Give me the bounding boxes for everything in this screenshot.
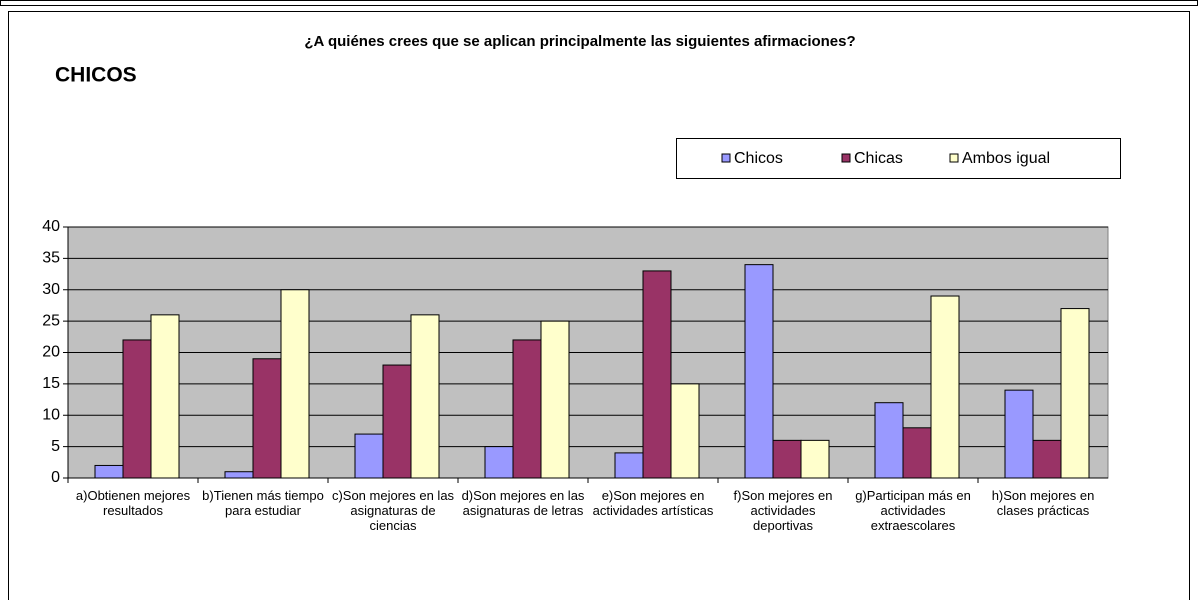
- x-tick-label: a)Obtienen mejores resultados: [75, 488, 191, 518]
- bar: [902, 427, 932, 479]
- x-tick-label: g)Participan más en actividades extraesc…: [855, 488, 971, 533]
- bar: [614, 452, 644, 479]
- legend-label: Ambos igual: [962, 150, 1050, 167]
- y-tick-label: 25: [42, 312, 60, 329]
- x-tick-label: d)Son mejores en las asignaturas de letr…: [461, 488, 585, 518]
- y-tick-label: 40: [42, 218, 60, 235]
- legend-box: [676, 138, 1121, 179]
- x-tick-label: f)Son mejores en actividades deportivas: [733, 488, 833, 533]
- bar: [150, 314, 180, 479]
- bar: [280, 289, 310, 479]
- bar: [1004, 389, 1034, 479]
- bar: [540, 320, 570, 479]
- bar: [224, 471, 254, 479]
- legend-swatch: [841, 153, 851, 163]
- chart-subtitle: CHICOS: [55, 64, 137, 87]
- bar: [642, 270, 672, 479]
- legend-swatch: [721, 153, 731, 163]
- bar: [874, 402, 904, 479]
- y-tick-label: 30: [42, 281, 60, 298]
- y-tick-label: 10: [42, 406, 60, 423]
- bar: [772, 439, 802, 479]
- x-tick-label: h)Son mejores en clases prácticas: [991, 488, 1095, 518]
- bar: [484, 446, 514, 479]
- bar: [410, 314, 440, 479]
- bar: [382, 364, 412, 479]
- bar: [744, 264, 774, 479]
- bar: [670, 383, 700, 479]
- y-tick-label: 5: [51, 438, 60, 455]
- legend-label: Chicas: [854, 150, 903, 167]
- bar: [1060, 308, 1090, 479]
- bar: [122, 339, 152, 479]
- bar: [1032, 439, 1062, 479]
- bar: [930, 295, 960, 479]
- x-tick-label: c)Son mejores en las asignaturas de cien…: [331, 488, 455, 533]
- chart-frame: [8, 11, 1190, 600]
- legend-swatch: [949, 153, 959, 163]
- top-frame: [0, 0, 1198, 6]
- bar: [512, 339, 542, 479]
- y-tick-label: 15: [42, 375, 60, 392]
- legend-label: Chicos: [734, 150, 783, 167]
- bar: [94, 464, 124, 479]
- y-tick-label: 0: [51, 469, 60, 486]
- y-tick-label: 20: [42, 344, 60, 361]
- x-tick-label: b)Tienen más tiempo para estudiar: [202, 488, 324, 518]
- bar: [252, 358, 282, 479]
- chart-title: ¿A quiénes crees que se aplican principa…: [304, 33, 855, 50]
- x-tick-label: e)Son mejores en actividades artísticas: [592, 488, 714, 518]
- y-tick-label: 35: [42, 250, 60, 267]
- bar: [354, 433, 384, 479]
- bar: [800, 439, 830, 479]
